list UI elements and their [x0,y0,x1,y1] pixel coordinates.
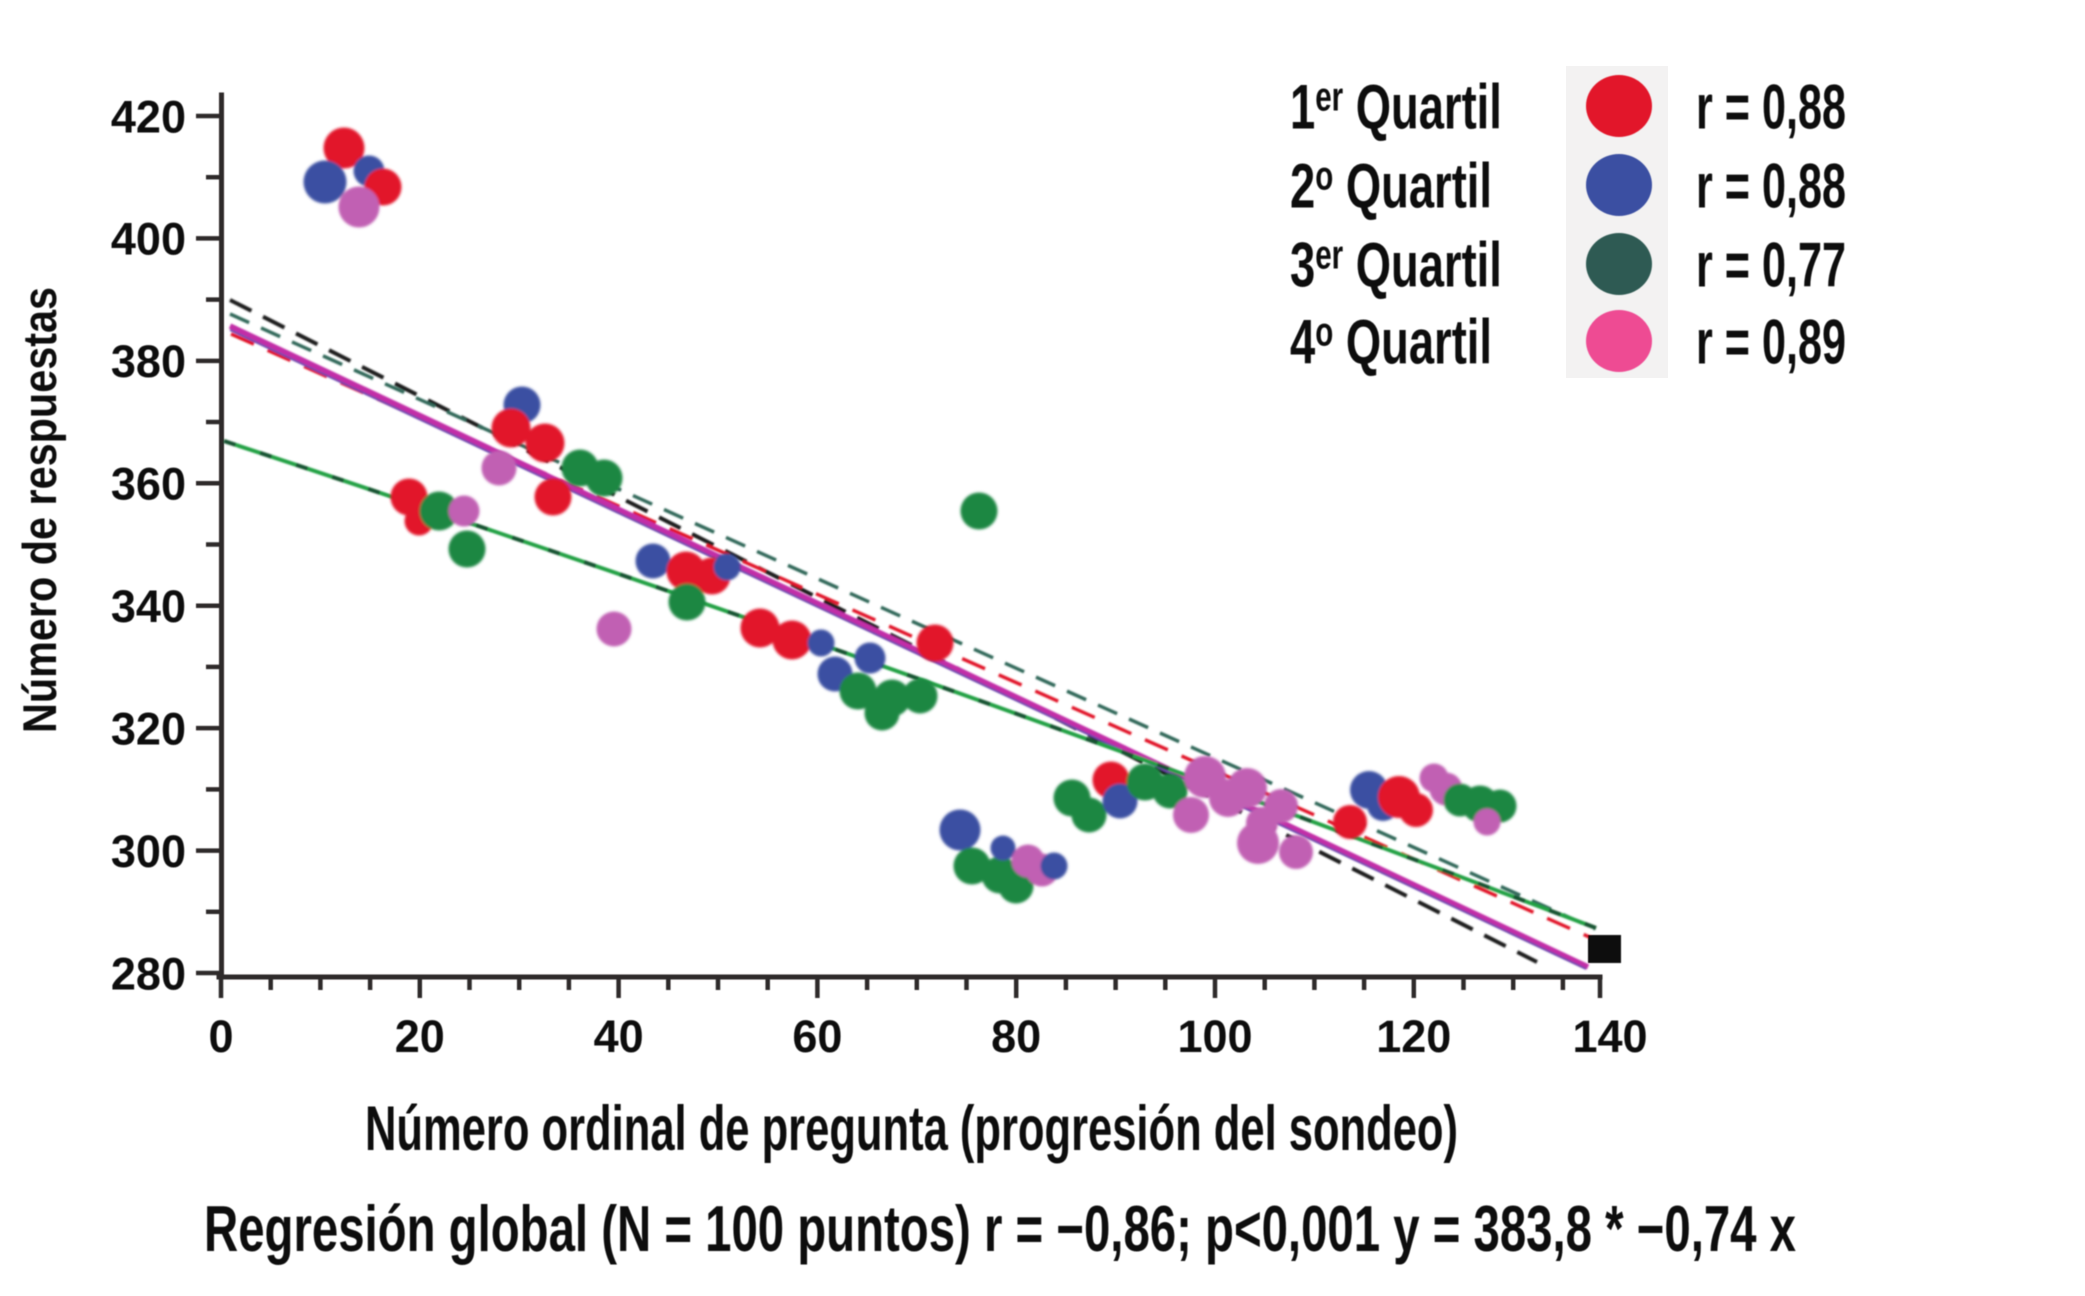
svg-text:360: 360 [111,459,186,510]
svg-text:r = 0,77: r = 0,77 [1696,230,1846,300]
svg-text:Regresión global (N = 100 punt: Regresión global (N = 100 puntos) r = −0… [204,1192,1796,1265]
svg-text:0: 0 [208,1011,233,1062]
svg-text:120: 120 [1376,1011,1451,1062]
svg-text:100: 100 [1177,1011,1252,1062]
svg-text:40: 40 [594,1011,644,1062]
svg-text:60: 60 [792,1011,842,1062]
svg-text:400: 400 [111,214,186,265]
svg-text:20: 20 [395,1011,445,1062]
svg-text:420: 420 [111,91,186,142]
svg-text:340: 340 [111,581,186,632]
svg-text:300: 300 [111,826,186,877]
svg-text:r = 0,88: r = 0,88 [1696,72,1846,142]
svg-text:140: 140 [1572,1011,1647,1062]
svg-text:Número de respuestas: Número de respuestas [13,287,66,733]
svg-text:380: 380 [111,336,186,387]
svg-text:2o Quartil: 2o Quartil [1290,150,1492,221]
svg-text:320: 320 [111,703,186,754]
svg-text:Número ordinal de pregunta (pr: Número ordinal de pregunta (progresión d… [365,1094,1458,1164]
svg-text:280: 280 [111,948,186,999]
svg-text:r = 0,88: r = 0,88 [1696,151,1846,221]
svg-text:1er Quartil: 1er Quartil [1290,71,1502,142]
svg-text:3er Quartil: 3er Quartil [1290,229,1502,300]
svg-text:r = 0,89: r = 0,89 [1696,307,1846,377]
svg-text:80: 80 [991,1011,1041,1062]
